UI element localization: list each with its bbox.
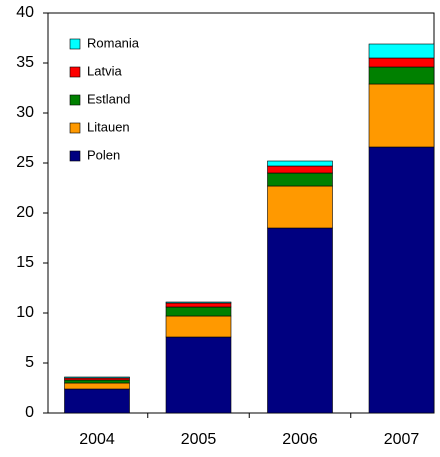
x-tick-label: 2004 [79, 431, 115, 448]
legend-label: Estland [87, 91, 130, 106]
legend-label: Litauen [87, 119, 130, 134]
y-tick-label: 40 [16, 4, 34, 21]
bar-segment [64, 376, 130, 379]
x-tick-label: 2005 [181, 431, 217, 448]
bar-segment [64, 388, 130, 414]
bar-segment [64, 379, 130, 384]
y-tick-label: 35 [16, 54, 34, 71]
bar-segment [368, 57, 435, 68]
legend-swatch [69, 94, 81, 106]
legend-swatch [69, 66, 81, 78]
legend-label: Polen [87, 147, 120, 162]
y-tick-label: 5 [25, 354, 34, 371]
bar-segment [267, 172, 333, 187]
bar-segment [165, 336, 232, 414]
bar-segment [165, 302, 232, 308]
bar-segment [368, 66, 435, 85]
bar-segment [267, 160, 333, 167]
bar-segment [165, 301, 232, 304]
x-tick-label: 2006 [282, 431, 318, 448]
bar-segment [64, 382, 130, 390]
y-tick-label: 30 [16, 104, 34, 121]
y-tick-label: 15 [16, 254, 34, 271]
bar-segment [368, 43, 435, 59]
bar-segment [368, 83, 435, 148]
y-tick-label: 10 [16, 304, 34, 321]
y-tick-label: 0 [25, 404, 34, 421]
y-tick-label: 25 [16, 154, 34, 171]
bar-segment [165, 306, 232, 317]
bar-segment [267, 165, 333, 174]
legend-swatch [69, 122, 81, 134]
bar-segment [165, 315, 232, 338]
legend-swatch [69, 38, 81, 50]
x-tick-label: 2007 [384, 431, 420, 448]
legend-label: Romania [87, 35, 140, 50]
legend-label: Latvia [87, 63, 122, 78]
legend-swatch [69, 150, 81, 162]
bar-segment [267, 227, 333, 414]
bar-segment [368, 146, 435, 414]
bar-segment [267, 185, 333, 229]
y-tick-label: 20 [16, 204, 34, 221]
